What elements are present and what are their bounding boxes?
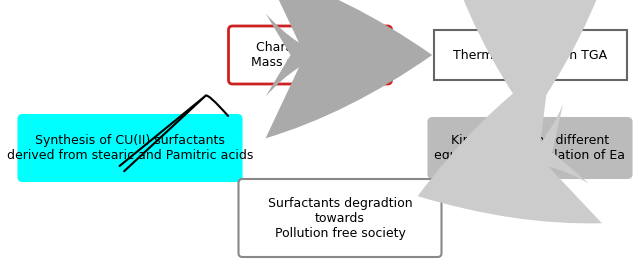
FancyBboxPatch shape <box>228 26 392 84</box>
Text: Characterized by
Mass spectroscopy: Characterized by Mass spectroscopy <box>251 41 369 69</box>
FancyBboxPatch shape <box>19 115 242 181</box>
Text: Surfactants degradtion
towards
Pollution free society: Surfactants degradtion towards Pollution… <box>268 196 412 239</box>
FancyBboxPatch shape <box>429 118 632 178</box>
FancyBboxPatch shape <box>239 179 441 257</box>
Text: Synthesis of CU(II) surfactants
derived from stearic and Pamitric acids: Synthesis of CU(II) surfactants derived … <box>7 134 253 162</box>
Text: Kinetic study by different
equations for calculation of Ea: Kinetic study by different equations for… <box>434 134 625 162</box>
FancyBboxPatch shape <box>433 30 627 80</box>
Text: Thermal degradtion TGA: Thermal degradtion TGA <box>453 49 607 62</box>
